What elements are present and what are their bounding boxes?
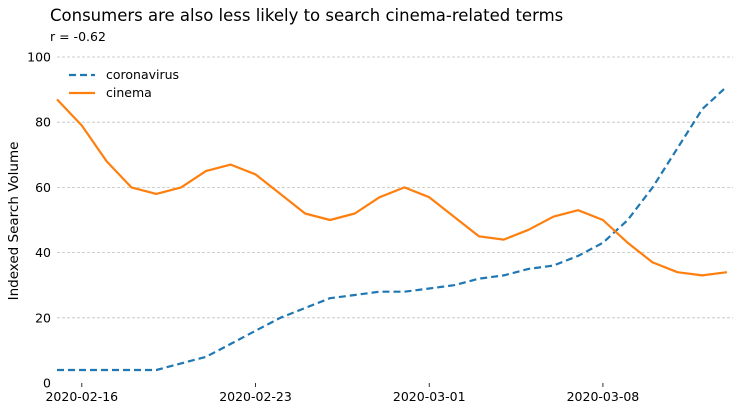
series-lines bbox=[56, 85, 728, 372]
legend-label-cinema: cinema bbox=[106, 85, 152, 100]
chart-title: Consumers are also less likely to search… bbox=[50, 6, 563, 25]
legend-label-coronavirus: coronavirus bbox=[106, 67, 179, 82]
chart-subtitle: r = -0.62 bbox=[50, 29, 106, 44]
x-tick-label-2020-02-23: 2020-02-23 bbox=[219, 389, 292, 404]
x-tick-label-2020-02-16: 2020-02-16 bbox=[45, 389, 118, 404]
series-line-coronavirus bbox=[57, 85, 728, 372]
y-axis-ticks: 0 20 40 60 80 100 bbox=[27, 50, 51, 391]
x-tick-label-2020-03-08: 2020-03-08 bbox=[567, 389, 640, 404]
series-line-cinema bbox=[56, 98, 728, 277]
y-tick-label-20: 20 bbox=[35, 310, 51, 325]
x-axis-ticks: 2020-02-16 2020-02-23 2020-03-01 2020-03-08 bbox=[45, 383, 639, 404]
y-tick-label-100: 100 bbox=[27, 50, 51, 65]
grid-lines bbox=[57, 56, 733, 319]
y-tick-label-60: 60 bbox=[35, 180, 51, 195]
y-tick-label-40: 40 bbox=[35, 245, 51, 260]
y-tick-label-0: 0 bbox=[43, 376, 51, 391]
y-axis-label: Indexed Search Volume bbox=[6, 142, 22, 301]
legend: coronavirus cinema bbox=[69, 67, 179, 100]
y-tick-label-80: 80 bbox=[35, 115, 51, 130]
x-tick-label-2020-03-01: 2020-03-01 bbox=[393, 389, 466, 404]
